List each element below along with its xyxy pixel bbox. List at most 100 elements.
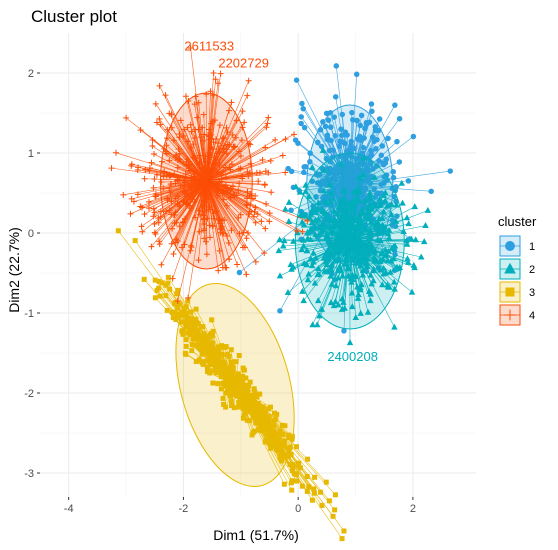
cluster-3-point [229,362,235,368]
cluster-4-point [156,238,163,245]
cluster-4-point [176,131,183,138]
cluster-2-point [311,208,319,215]
cluster-3-point [262,421,268,427]
cluster-3-point [204,335,210,341]
cluster-1-point [333,63,340,69]
cluster-2-point [359,221,366,228]
cluster-3-segment [234,384,245,417]
cluster-2-point [318,305,326,312]
cluster-2-point [298,218,306,225]
cluster-4-point [210,92,217,99]
cluster-2-point [327,272,334,279]
cluster-2-segment [283,240,350,247]
cluster-2-point [379,221,386,228]
cluster-3-point [250,392,256,398]
cluster-3-point [141,276,147,282]
cluster-4-point [243,195,250,202]
cluster-4-segment [206,180,232,231]
cluster-2-segment [321,231,350,242]
cluster-4-point [201,192,208,199]
cluster-2-point [360,171,367,178]
cluster-1-point [313,193,319,200]
cluster-2-point [380,270,387,277]
cluster-3-segment [201,345,236,386]
cluster-4-point [245,140,252,147]
cluster-3-point [199,342,205,348]
legend-key-marker-1 [505,241,515,251]
y-tick-label: 0 [28,228,34,240]
cluster-1-point [368,147,374,154]
cluster-2-point [355,291,362,298]
cluster-3-point [294,444,300,450]
cluster-4-segment [206,180,270,214]
cluster-3-point [231,405,237,411]
cluster-4-point [206,234,213,241]
cluster-4-point [164,135,171,142]
cluster-2-point [325,216,332,223]
cluster-4-point [166,185,173,192]
cluster-4-segment [183,135,207,182]
cluster-3-point [183,351,189,357]
cluster-1-center [345,181,354,189]
cluster-2-segment [349,224,383,242]
cluster-2-point [319,146,327,153]
cluster-4-point [153,119,160,126]
cluster-4-point [259,156,266,163]
cluster-3-point [332,507,338,513]
cluster-4-segment [185,173,207,182]
cluster-4-segment [206,180,225,221]
cluster-1-point [315,139,321,146]
cluster-3-point [277,453,283,459]
cluster-2-point [309,321,316,328]
cluster-4-segment [206,148,214,182]
cluster-4-segment [206,180,247,275]
cluster-2-point [408,288,416,295]
cluster-1-point [321,178,327,184]
cluster-2-point [338,160,345,167]
cluster-4-point [156,115,163,122]
y-tick-label: 1 [28,148,34,160]
cluster-4-segment [206,180,211,210]
cluster-3-point [243,407,249,413]
cluster-2-point [327,266,335,273]
cluster-2-point [316,312,323,319]
cluster-2-point [370,199,377,206]
cluster-1-segment [288,168,350,186]
y-tick-label: -2 [24,388,34,400]
cluster-4-point [150,151,157,158]
cluster-3-point [204,364,210,370]
cluster-4-segment [206,127,243,182]
cluster-1-point [366,119,373,126]
cluster-4-segment [206,80,249,182]
cluster-4-point [239,124,246,131]
cluster-4-point [299,228,306,235]
cluster-4-segment [206,180,240,234]
legend-label-1: 1 [529,241,535,253]
cluster-2-segment [349,205,388,242]
cluster-3-point [239,398,245,404]
legend-label-3: 3 [529,287,535,299]
cluster-3-point [191,342,197,348]
cluster-4-point [272,136,279,143]
cluster-4-point [160,173,167,180]
cluster-3-point [215,381,221,387]
cluster-1-segment [339,146,351,186]
cluster-4-point [112,149,119,156]
cluster-3-point [208,361,214,367]
cluster-2-point [398,179,405,186]
cluster-2-point [285,218,293,225]
cluster-2-point [289,263,297,270]
cluster-3-point [276,437,282,443]
cluster-2-point [305,270,312,277]
cluster-1-point [372,124,379,130]
cluster-1-point [341,328,347,334]
cluster-2-point [403,214,411,221]
cluster-4-segment [177,179,207,182]
legend: cluster 1 2 3 4 [498,214,537,326]
cluster-3-point [305,456,311,462]
cluster-4-point [255,178,262,185]
cluster-1-point [349,109,355,116]
cluster-3-point [306,484,312,490]
cluster-4-point [245,77,252,84]
cluster-2-point [327,251,335,258]
